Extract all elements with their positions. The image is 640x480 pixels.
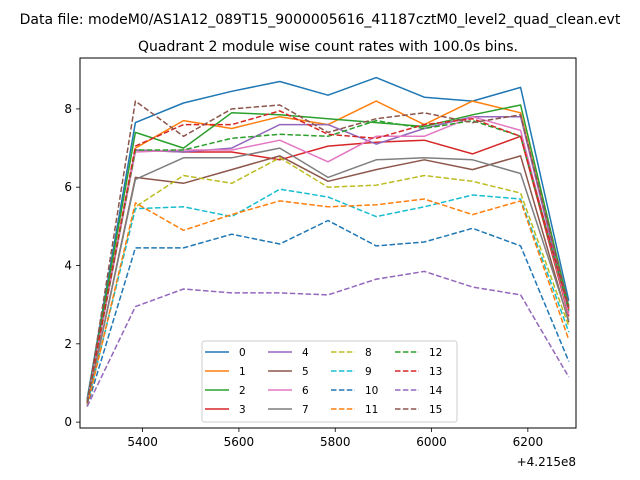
legend-label-2: 2 bbox=[239, 385, 246, 397]
legend-label-0: 0 bbox=[239, 347, 246, 359]
series-line-7 bbox=[86, 147, 570, 405]
legend-label-1: 1 bbox=[239, 366, 246, 378]
y-tick-label: 4 bbox=[64, 259, 72, 273]
series-line-2 bbox=[86, 104, 570, 401]
y-tick-label: 8 bbox=[64, 102, 72, 116]
legend-label-5: 5 bbox=[302, 366, 309, 378]
y-tick-label: 2 bbox=[64, 337, 72, 351]
series-line-12 bbox=[86, 119, 570, 403]
legend-label-9: 9 bbox=[365, 366, 372, 378]
series-line-13 bbox=[86, 110, 570, 403]
chart-title: Quadrant 2 module wise count rates with … bbox=[138, 39, 518, 55]
series-line-15 bbox=[86, 100, 570, 403]
series-line-8 bbox=[86, 157, 570, 405]
series-layer bbox=[86, 76, 570, 407]
series-line-10 bbox=[86, 219, 570, 407]
legend-label-8: 8 bbox=[365, 347, 372, 359]
plot-frame bbox=[79, 57, 577, 429]
legend-label-11: 11 bbox=[365, 404, 378, 416]
legend-label-14: 14 bbox=[429, 385, 443, 397]
y-tick-label: 0 bbox=[64, 415, 72, 429]
legend-box bbox=[201, 340, 458, 423]
legend-label-6: 6 bbox=[302, 385, 309, 397]
x-tick-label: 6000 bbox=[416, 435, 447, 449]
legend-label-7: 7 bbox=[302, 404, 309, 416]
x-tick-label: 5800 bbox=[320, 435, 351, 449]
legend-label-13: 13 bbox=[429, 366, 442, 378]
y-tick-label: 6 bbox=[64, 180, 72, 194]
series-line-14 bbox=[86, 270, 570, 407]
legend-label-12: 12 bbox=[429, 347, 442, 359]
legend-label-4: 4 bbox=[302, 347, 309, 359]
series-line-9 bbox=[86, 188, 570, 405]
series-line-11 bbox=[86, 198, 570, 407]
legend-label-3: 3 bbox=[239, 404, 246, 416]
x-tick-label: 5600 bbox=[224, 435, 255, 449]
figure-suptitle: Data file: modeM0/AS1A12_089T15_90000056… bbox=[20, 12, 621, 28]
x-offset-label: +4.215e8 bbox=[517, 455, 576, 469]
x-tick-label: 6200 bbox=[513, 435, 544, 449]
legend-label-10: 10 bbox=[365, 385, 378, 397]
series-line-0 bbox=[86, 76, 570, 399]
legend-label-15: 15 bbox=[429, 404, 442, 416]
axis-layer: 5400 5600 5800 6000 6200 0 2 4 6 8 bbox=[64, 102, 543, 449]
x-tick-label: 5400 bbox=[127, 435, 158, 449]
